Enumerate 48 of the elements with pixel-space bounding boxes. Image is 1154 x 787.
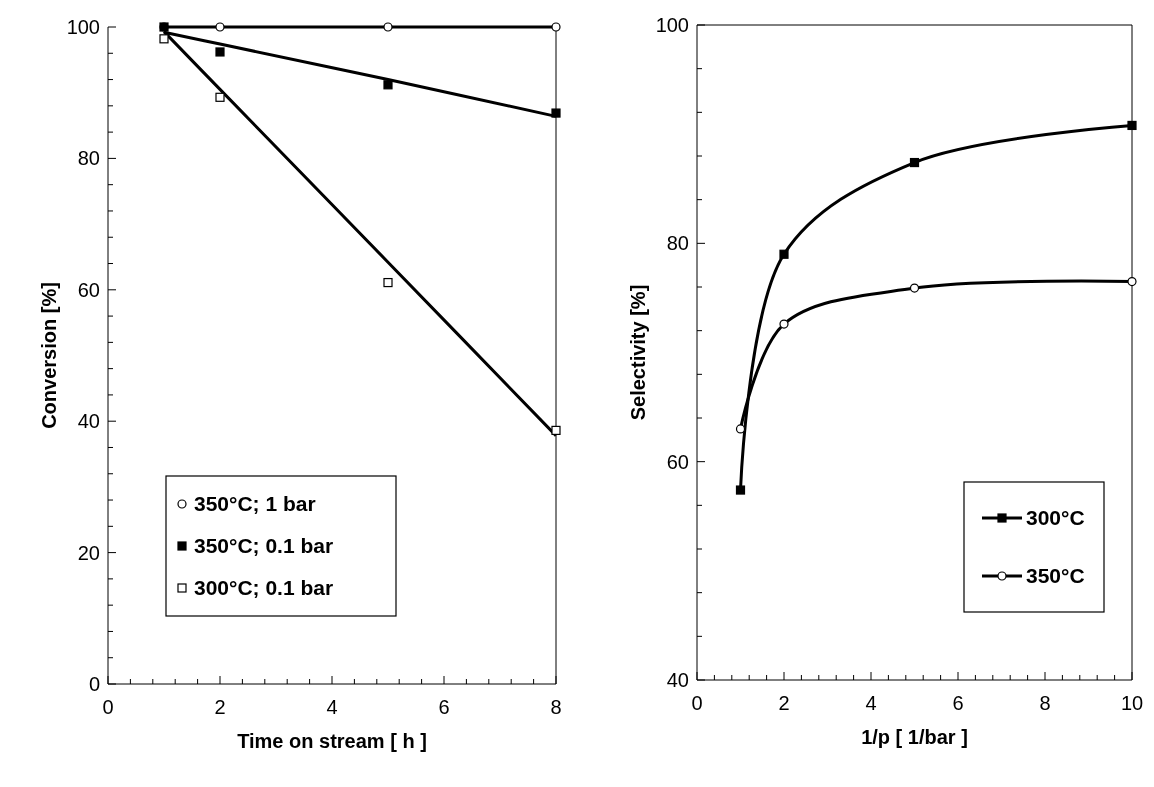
- point: [383, 80, 393, 90]
- x-tick-label: 6: [952, 692, 964, 714]
- point: [779, 319, 789, 329]
- y-tick-label: 100: [66, 16, 100, 38]
- point: [735, 485, 746, 495]
- point: [1127, 120, 1137, 131]
- y-tick-label: 0: [88, 673, 100, 695]
- x-axis-title: Time on stream [ h ]: [237, 730, 427, 752]
- legend-label: 350°C: [1026, 564, 1085, 588]
- x-tick-label: 4: [326, 696, 338, 718]
- x-tick-label: 2: [214, 696, 226, 718]
- point: [383, 277, 393, 288]
- point: [159, 34, 169, 44]
- y-tick-label: 80: [666, 232, 689, 255]
- point: [215, 47, 225, 57]
- point: [383, 22, 393, 32]
- point: [779, 249, 789, 259]
- point: [551, 22, 561, 32]
- y-tick-label: 40: [77, 410, 100, 433]
- legend-label: 350°C; 1 bar: [194, 492, 316, 516]
- x-tick-label: 4: [865, 692, 877, 714]
- y-tick-label: 20: [77, 541, 100, 564]
- point: [551, 425, 561, 435]
- y-tick-label: 80: [77, 147, 100, 170]
- point: [215, 22, 225, 32]
- point: [215, 92, 225, 102]
- y-tick-label: 60: [666, 450, 689, 473]
- x-tick-label: 0: [691, 692, 703, 714]
- legend-label: 300°C: [1026, 506, 1085, 530]
- point: [551, 108, 561, 118]
- legend-label: 300°C; 0.1 bar: [194, 576, 334, 600]
- y-tick-label: 60: [77, 278, 100, 301]
- y-axis-title: Conversion [%]: [38, 282, 60, 429]
- y-tick-label: 100: [655, 14, 689, 36]
- legend-label: 350°C; 0.1 bar: [194, 534, 334, 558]
- x-tick-label: 8: [550, 696, 562, 718]
- point: [909, 283, 920, 293]
- point: [909, 157, 920, 168]
- x-tick-label: 8: [1039, 692, 1051, 714]
- point: [735, 424, 746, 434]
- x-tick-label: 0: [102, 696, 114, 718]
- x-tick-label: 6: [438, 696, 450, 718]
- x-axis-title: 1/p [ 1/bar ]: [861, 726, 968, 748]
- x-tick-label: 10: [1120, 692, 1144, 714]
- x-tick-label: 2: [778, 692, 790, 714]
- y-axis-title: Selectivity [%]: [627, 284, 649, 421]
- y-tick-label: 40: [666, 669, 689, 691]
- point: [1127, 276, 1137, 287]
